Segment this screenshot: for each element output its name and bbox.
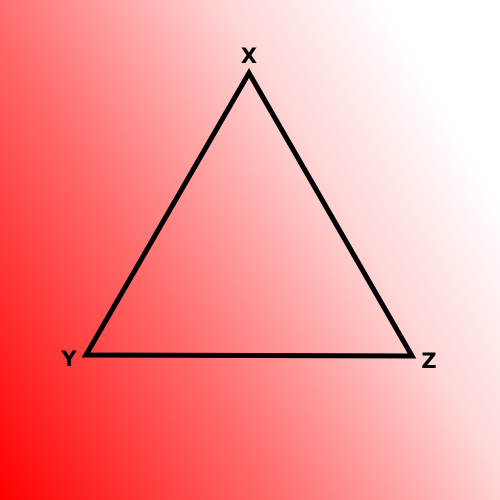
vertex-label-z: Z [421, 349, 436, 373]
vertex-label-y: Y [60, 347, 77, 371]
triangle-xyz [81, 67, 417, 359]
vertex-label-x: X [241, 44, 257, 68]
